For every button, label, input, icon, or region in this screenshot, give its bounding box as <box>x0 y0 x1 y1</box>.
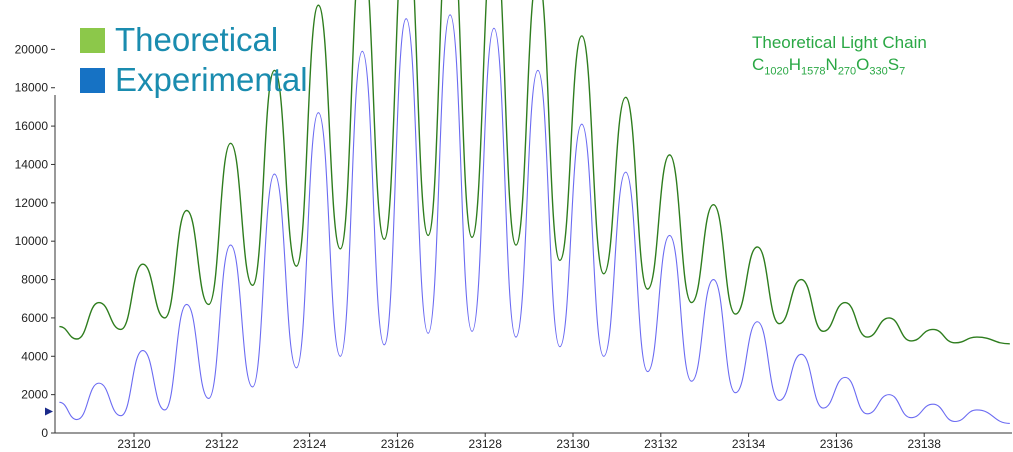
y-tick-label: 10000 <box>15 234 49 248</box>
y-tick-label: 14000 <box>15 157 49 171</box>
y-tick-label: 16000 <box>15 119 49 133</box>
formula-element: S <box>887 55 900 74</box>
y-tick-label: 8000 <box>21 273 48 287</box>
x-tick-label: 23128 <box>469 437 503 451</box>
formula-element: N <box>825 55 838 74</box>
y-tick-label: 12000 <box>15 196 49 210</box>
x-tick-label: 23138 <box>908 437 942 451</box>
x-tick-label: 23130 <box>556 437 590 451</box>
formula-element: H <box>788 55 802 74</box>
x-tick-label: 23124 <box>293 437 327 451</box>
x-tick-label: 23134 <box>732 437 766 451</box>
y-tick-label: 0 <box>41 426 48 440</box>
legend: Theoretical Experimental <box>80 20 308 100</box>
legend-label-theoretical: Theoretical <box>115 21 279 58</box>
legend-swatch-experimental <box>80 67 105 93</box>
formula-element: O <box>856 55 870 74</box>
series-line-experimental <box>59 14 1010 424</box>
formula-element: C <box>752 55 765 74</box>
axis-marker-arrow <box>45 407 53 416</box>
annotation: Theoretical Light Chain C1020H1578N270O3… <box>752 32 927 82</box>
formula-count: 7 <box>899 65 906 78</box>
legend-label-experimental: Experimental <box>115 61 308 98</box>
x-tick-label: 23122 <box>205 437 239 451</box>
annotation-title: Theoretical Light Chain <box>752 33 927 52</box>
formula-count: 1578 <box>801 65 826 78</box>
formula-count: 270 <box>837 65 857 78</box>
legend-item-theoretical: Theoretical <box>80 20 308 60</box>
x-tick-label: 23132 <box>644 437 678 451</box>
plot-lines <box>59 0 1010 424</box>
formula-count: 330 <box>869 65 888 78</box>
chemical-formula: C1020H1578N270O330S7 <box>752 54 927 82</box>
y-tick-label: 6000 <box>21 311 48 325</box>
formula-count: 1020 <box>764 65 789 78</box>
legend-swatch-theoretical <box>80 27 105 53</box>
y-tick-label: 20000 <box>15 42 49 56</box>
x-tick-label: 23126 <box>381 437 415 451</box>
x-tick-label: 23136 <box>820 437 854 451</box>
y-tick-label: 2000 <box>21 388 48 402</box>
y-tick-label: 4000 <box>21 349 48 363</box>
series-line-theoretical <box>59 0 1010 345</box>
axes: 0 2000 4000 6000 8000 10000 12000 14000 16000 180… <box>15 42 1012 451</box>
x-tick-label: 23120 <box>117 437 151 451</box>
legend-item-experimental: Experimental <box>80 60 308 100</box>
y-tick-label: 18000 <box>15 81 49 95</box>
